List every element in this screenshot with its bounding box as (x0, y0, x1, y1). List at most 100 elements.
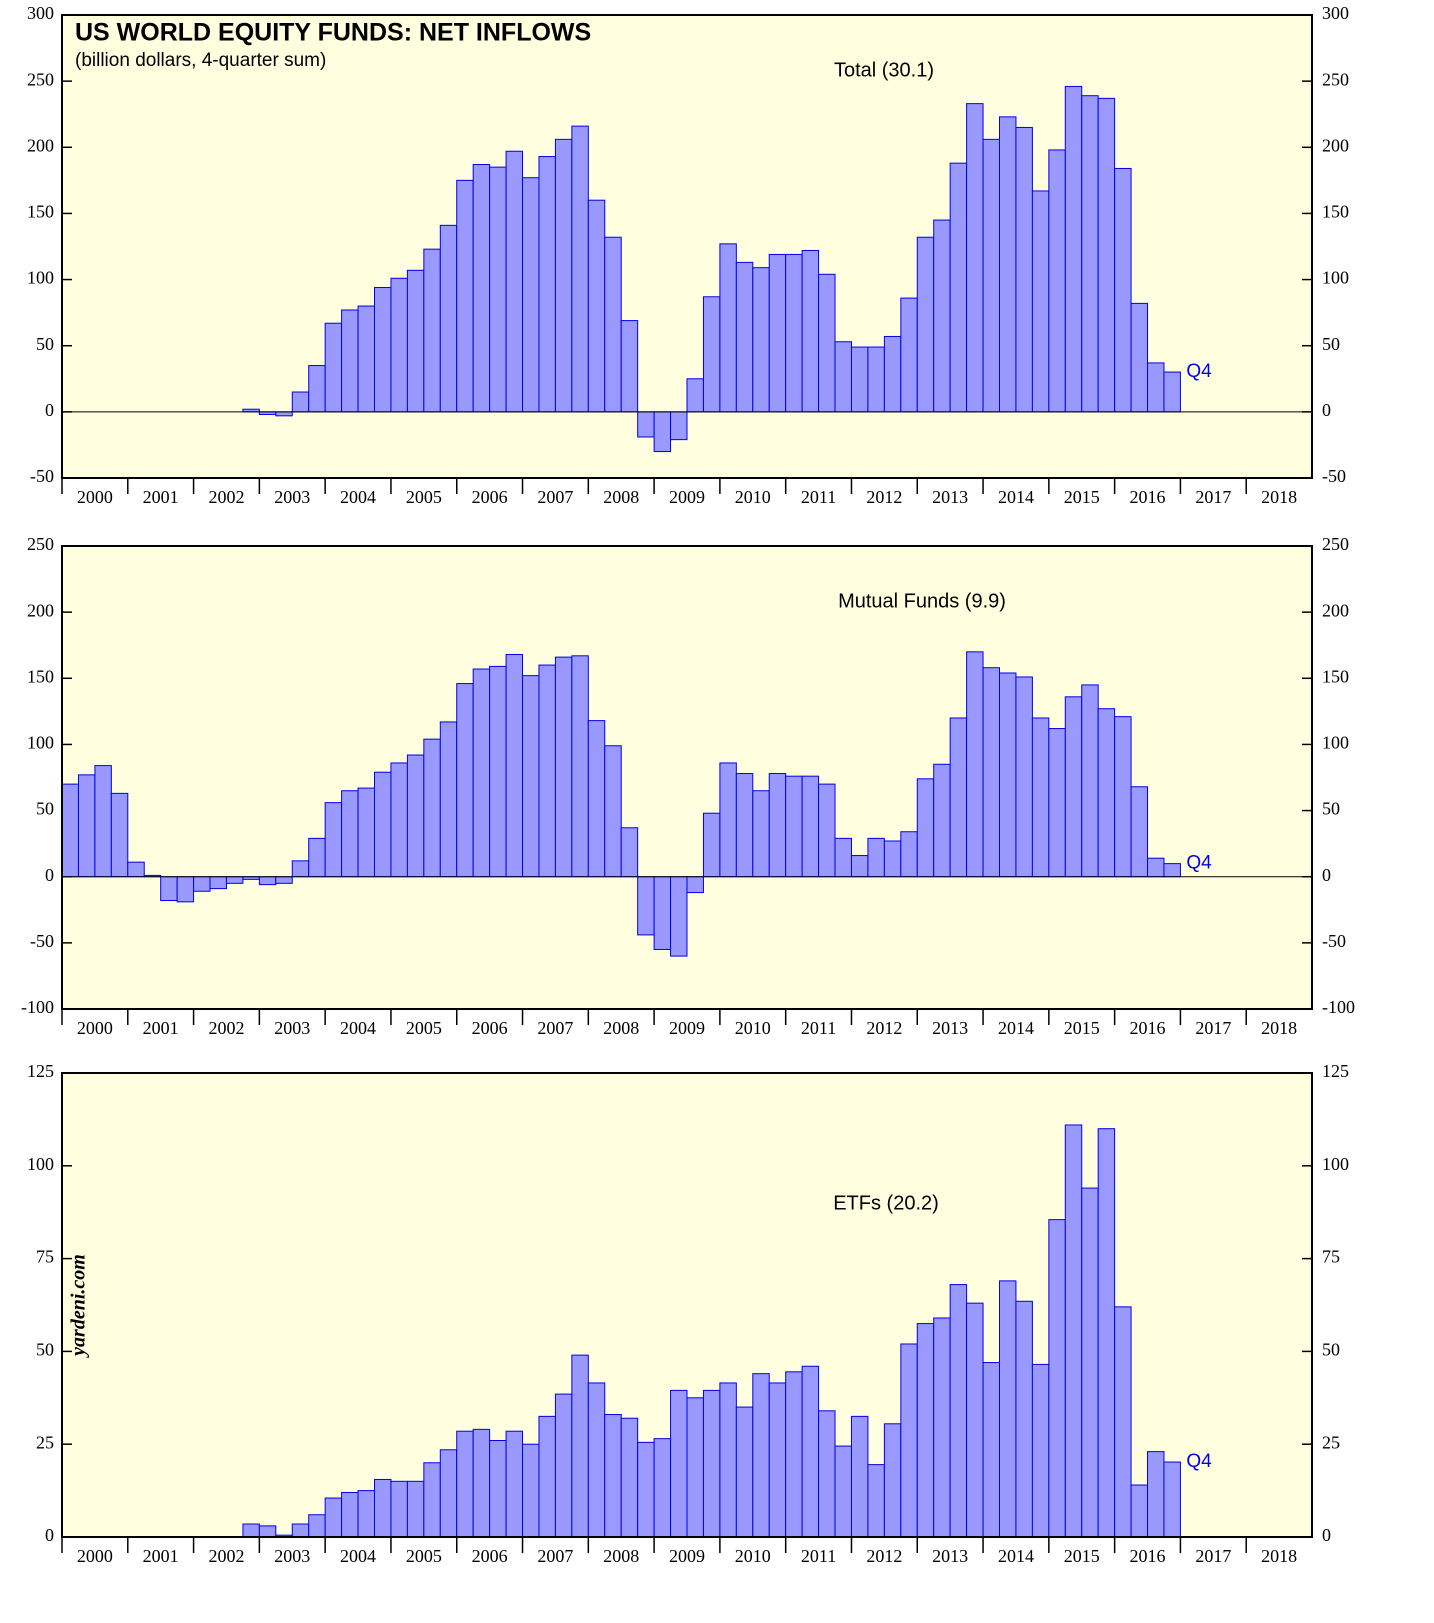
bar (1081, 95, 1099, 413)
bar (752, 790, 770, 878)
end-label: Q4 (1186, 1451, 1212, 1472)
bar (785, 253, 803, 413)
bar (735, 261, 754, 413)
x-tick-label: 2017 (1195, 1546, 1231, 1566)
x-tick-label: 2016 (1130, 1018, 1166, 1038)
bar (439, 1449, 458, 1538)
x-tick-label: 2018 (1261, 1546, 1297, 1566)
bar (653, 411, 672, 453)
bar (176, 876, 195, 903)
bar (637, 411, 655, 438)
bar (1031, 190, 1050, 413)
y-tick-label: 100 (27, 268, 54, 288)
x-tick-label: 2003 (274, 1546, 310, 1566)
bar (867, 346, 885, 413)
bar (341, 309, 359, 413)
x-tick-label: 2000 (77, 1018, 113, 1038)
bar (966, 1302, 984, 1538)
bar (637, 876, 655, 936)
x-tick-label: 2001 (143, 1546, 179, 1566)
bar (653, 1438, 672, 1538)
bar (883, 840, 902, 878)
x-tick-label: 2014 (998, 487, 1034, 507)
y-tick-label: 50 (36, 799, 54, 819)
bar (456, 1430, 474, 1538)
bar (1097, 708, 1116, 878)
bar (291, 860, 310, 878)
y-tick-label-right: 200 (1322, 600, 1349, 620)
bar (818, 1410, 836, 1538)
y-tick-label: 125 (27, 1061, 54, 1081)
bar (374, 1478, 392, 1538)
bar (702, 812, 721, 878)
bar (900, 1343, 918, 1538)
bar (587, 199, 606, 413)
x-tick-label: 2001 (143, 487, 179, 507)
y-tick-label: 100 (27, 733, 54, 753)
bar (966, 103, 984, 413)
y-tick-label-right: 75 (1322, 1247, 1340, 1267)
bar (867, 1464, 885, 1538)
bar (489, 665, 507, 878)
bar (686, 378, 704, 413)
bar (1081, 684, 1099, 878)
bar (670, 876, 688, 957)
y-tick-label: 50 (36, 334, 54, 354)
bar (423, 738, 441, 878)
bar (571, 125, 589, 413)
bar (702, 296, 721, 413)
bar (982, 138, 1000, 413)
y-tick-label-right: 250 (1322, 534, 1349, 554)
y-tick-label-right: 25 (1322, 1432, 1340, 1452)
y-tick-label: 150 (27, 666, 54, 686)
bar (308, 365, 326, 413)
bar (1130, 786, 1149, 878)
x-tick-label: 2000 (77, 1546, 113, 1566)
x-tick-label: 2008 (603, 1546, 639, 1566)
bar (801, 1365, 820, 1538)
x-tick-label: 2006 (472, 1546, 508, 1566)
bar (1147, 857, 1165, 878)
x-tick-label: 2002 (208, 1546, 244, 1566)
x-tick-label: 2004 (340, 487, 376, 507)
y-tick-label-right: 100 (1322, 1154, 1349, 1174)
bar (1163, 863, 1181, 878)
bar (390, 762, 408, 878)
bar (752, 1373, 770, 1538)
bar (883, 335, 902, 413)
x-tick-label: 2011 (801, 1018, 836, 1038)
y-tick-label-right: 100 (1322, 268, 1349, 288)
bar (160, 876, 178, 902)
bar (554, 656, 573, 878)
bar (768, 253, 787, 413)
bar (1015, 676, 1033, 878)
y-tick-label: 75 (36, 1247, 54, 1267)
bar (406, 1480, 425, 1538)
y-tick-label-right: 50 (1322, 1340, 1340, 1360)
x-tick-label: 2015 (1064, 1546, 1100, 1566)
bar (538, 1415, 556, 1538)
x-tick-label: 2016 (1130, 487, 1166, 507)
bar (620, 1417, 639, 1538)
bar (735, 1406, 754, 1538)
bar (604, 745, 622, 878)
bar (883, 1423, 902, 1538)
bar (604, 1414, 622, 1538)
bar (999, 116, 1017, 413)
bar (949, 162, 968, 413)
bar (686, 1397, 704, 1538)
bar (127, 861, 145, 878)
bar (900, 831, 918, 878)
x-tick-label: 2018 (1261, 487, 1297, 507)
bar (1114, 1306, 1132, 1538)
x-tick-label: 2015 (1064, 487, 1100, 507)
x-tick-label: 2014 (998, 1546, 1034, 1566)
bar (242, 1523, 260, 1538)
x-tick-label: 2004 (340, 1546, 376, 1566)
bar (472, 1428, 491, 1538)
bar (768, 773, 787, 878)
x-tick-label: 2012 (866, 487, 902, 507)
bar (1147, 1451, 1165, 1538)
bar (999, 672, 1017, 878)
